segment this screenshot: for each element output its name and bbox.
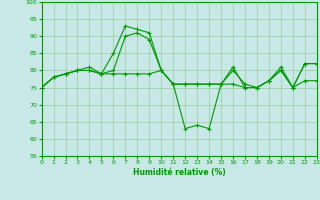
X-axis label: Humidité relative (%): Humidité relative (%) (133, 168, 226, 177)
